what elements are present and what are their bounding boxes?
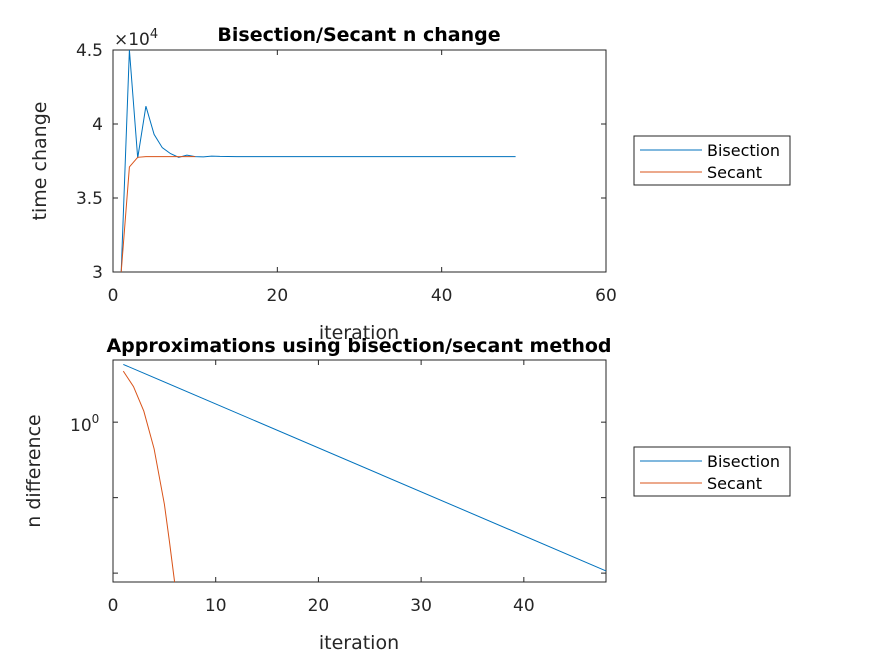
top-x-tick-label: 0 bbox=[108, 286, 119, 306]
bottom-x-tick-label: 40 bbox=[513, 596, 535, 616]
top-plot-area bbox=[112, 49, 607, 273]
top-y-axis-label: time change bbox=[29, 102, 51, 221]
bottom-tick-marks bbox=[112, 360, 606, 582]
bottom-axes: 0 10 20 30 40 100 Approximations using bisec… bbox=[23, 335, 791, 654]
top-x-tick-labels: 0 20 40 60 bbox=[108, 286, 617, 306]
bottom-legend-box bbox=[633, 446, 791, 497]
bottom-x-tick-label: 30 bbox=[410, 596, 432, 616]
top-legend-label-secant: Secant bbox=[707, 163, 762, 182]
bottom-x-axis-label: iteration bbox=[319, 632, 399, 654]
top-legend-box bbox=[633, 135, 791, 186]
bottom-y-axis-label: n difference bbox=[23, 414, 45, 527]
bottom-x-tick-label: 20 bbox=[308, 596, 330, 616]
bottom-legend: Bisection Secant bbox=[633, 446, 791, 497]
top-series-line-secant bbox=[120, 156, 196, 273]
bottom-series-lines bbox=[122, 363, 607, 583]
bottom-series-line-bisection bbox=[123, 363, 607, 572]
bottom-x-tick-labels: 0 10 20 30 40 bbox=[108, 596, 535, 616]
top-y-tick-label: 3 bbox=[92, 263, 103, 283]
bottom-x-tick-label: 10 bbox=[205, 596, 227, 616]
top-series-lines bbox=[120, 49, 516, 273]
bottom-plot-area bbox=[112, 359, 607, 583]
bottom-x-tick-label: 0 bbox=[108, 596, 119, 616]
bottom-chart-title: Approximations using bisection/secant me… bbox=[106, 335, 611, 357]
bottom-legend-label-bisection: Bisection bbox=[707, 452, 780, 471]
top-y-tick-label: 4 bbox=[92, 115, 103, 135]
bottom-y-tick-label: 100 bbox=[70, 412, 99, 436]
top-tick-marks bbox=[112, 49, 607, 273]
bottom-legend-label-secant: Secant bbox=[707, 474, 762, 493]
top-chart-title: Bisection/Secant n change bbox=[217, 24, 500, 46]
top-x-tick-label: 20 bbox=[267, 286, 289, 306]
top-y-tick-label: 3.5 bbox=[76, 189, 103, 209]
top-axes: 0 20 40 60 3 3.5 4 4.5 ×104 Bisection/Secant n… bbox=[29, 24, 791, 344]
bottom-series-line-secant bbox=[122, 370, 176, 583]
top-exponent-label: ×104 bbox=[114, 27, 158, 50]
top-x-tick-label: 60 bbox=[595, 286, 617, 306]
top-x-tick-label: 40 bbox=[431, 286, 453, 306]
top-legend-label-bisection: Bisection bbox=[707, 141, 780, 160]
top-y-tick-labels: 3 3.5 4 4.5 bbox=[76, 41, 103, 283]
top-series-line-bisection bbox=[120, 49, 516, 273]
top-y-tick-label: 4.5 bbox=[76, 41, 103, 61]
top-x-axis-label: iteration bbox=[319, 322, 399, 344]
top-legend: Bisection Secant bbox=[633, 135, 791, 186]
